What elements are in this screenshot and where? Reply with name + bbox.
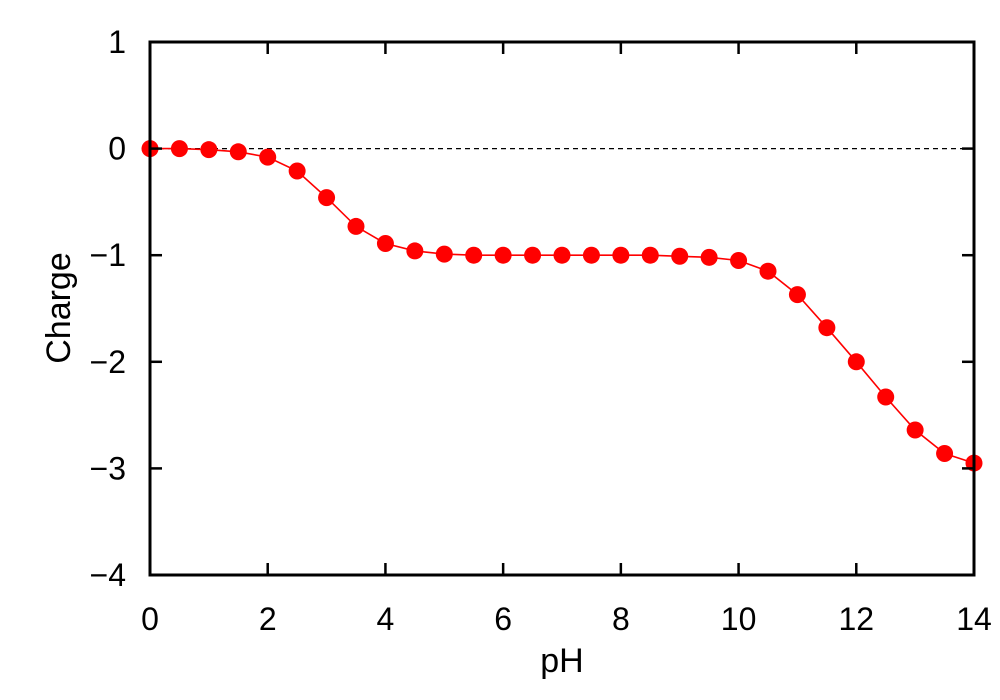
x-tick-label: 2 <box>259 601 277 637</box>
data-point <box>641 246 659 264</box>
x-tick-label: 12 <box>838 601 874 637</box>
data-point <box>553 246 571 264</box>
data-point <box>200 141 218 159</box>
data-point <box>582 246 600 264</box>
y-axis-title: Charge <box>40 252 78 364</box>
x-tick-label: 4 <box>377 601 395 637</box>
x-tick-label: 14 <box>956 601 992 637</box>
y-tick-label: −2 <box>90 344 126 380</box>
data-point <box>170 140 188 158</box>
y-tick-label: −3 <box>90 450 126 486</box>
data-point <box>906 421 924 439</box>
x-axis: 0 2 4 6 8 10 12 14 <box>141 42 992 637</box>
y-tick-label: 0 <box>108 131 126 167</box>
data-point <box>435 245 453 263</box>
data-point <box>318 189 336 207</box>
y-axis: 1 0 −1 −2 −3 −4 <box>90 24 974 593</box>
data-point <box>406 242 424 260</box>
data-point <box>700 248 718 266</box>
y-tick-label: 1 <box>108 24 126 60</box>
data-point <box>524 246 542 264</box>
data-point <box>347 217 365 235</box>
y-tick-label: −1 <box>90 237 126 273</box>
plot-frame <box>148 40 976 577</box>
x-axis-title: pH <box>540 642 583 680</box>
data-point <box>759 262 777 280</box>
data-point <box>465 246 483 264</box>
data-point <box>376 234 394 252</box>
x-tick-label: 0 <box>141 601 159 637</box>
series-line <box>150 147 975 464</box>
data-point <box>936 444 954 462</box>
x-tick-label: 10 <box>721 601 757 637</box>
data-point <box>494 246 512 264</box>
data-point <box>259 148 277 166</box>
y-tick-label: −4 <box>90 557 126 593</box>
data-point <box>730 252 748 270</box>
data-point <box>788 286 806 304</box>
x-tick-label: 6 <box>494 601 512 637</box>
x-tick-label: 8 <box>612 601 630 637</box>
data-point <box>877 388 895 406</box>
data-point <box>229 143 247 161</box>
data-point <box>847 353 865 371</box>
data-point <box>288 162 306 180</box>
data-point <box>612 246 630 264</box>
data-point <box>671 247 689 265</box>
plot-area <box>141 40 983 577</box>
data-point <box>818 319 836 337</box>
